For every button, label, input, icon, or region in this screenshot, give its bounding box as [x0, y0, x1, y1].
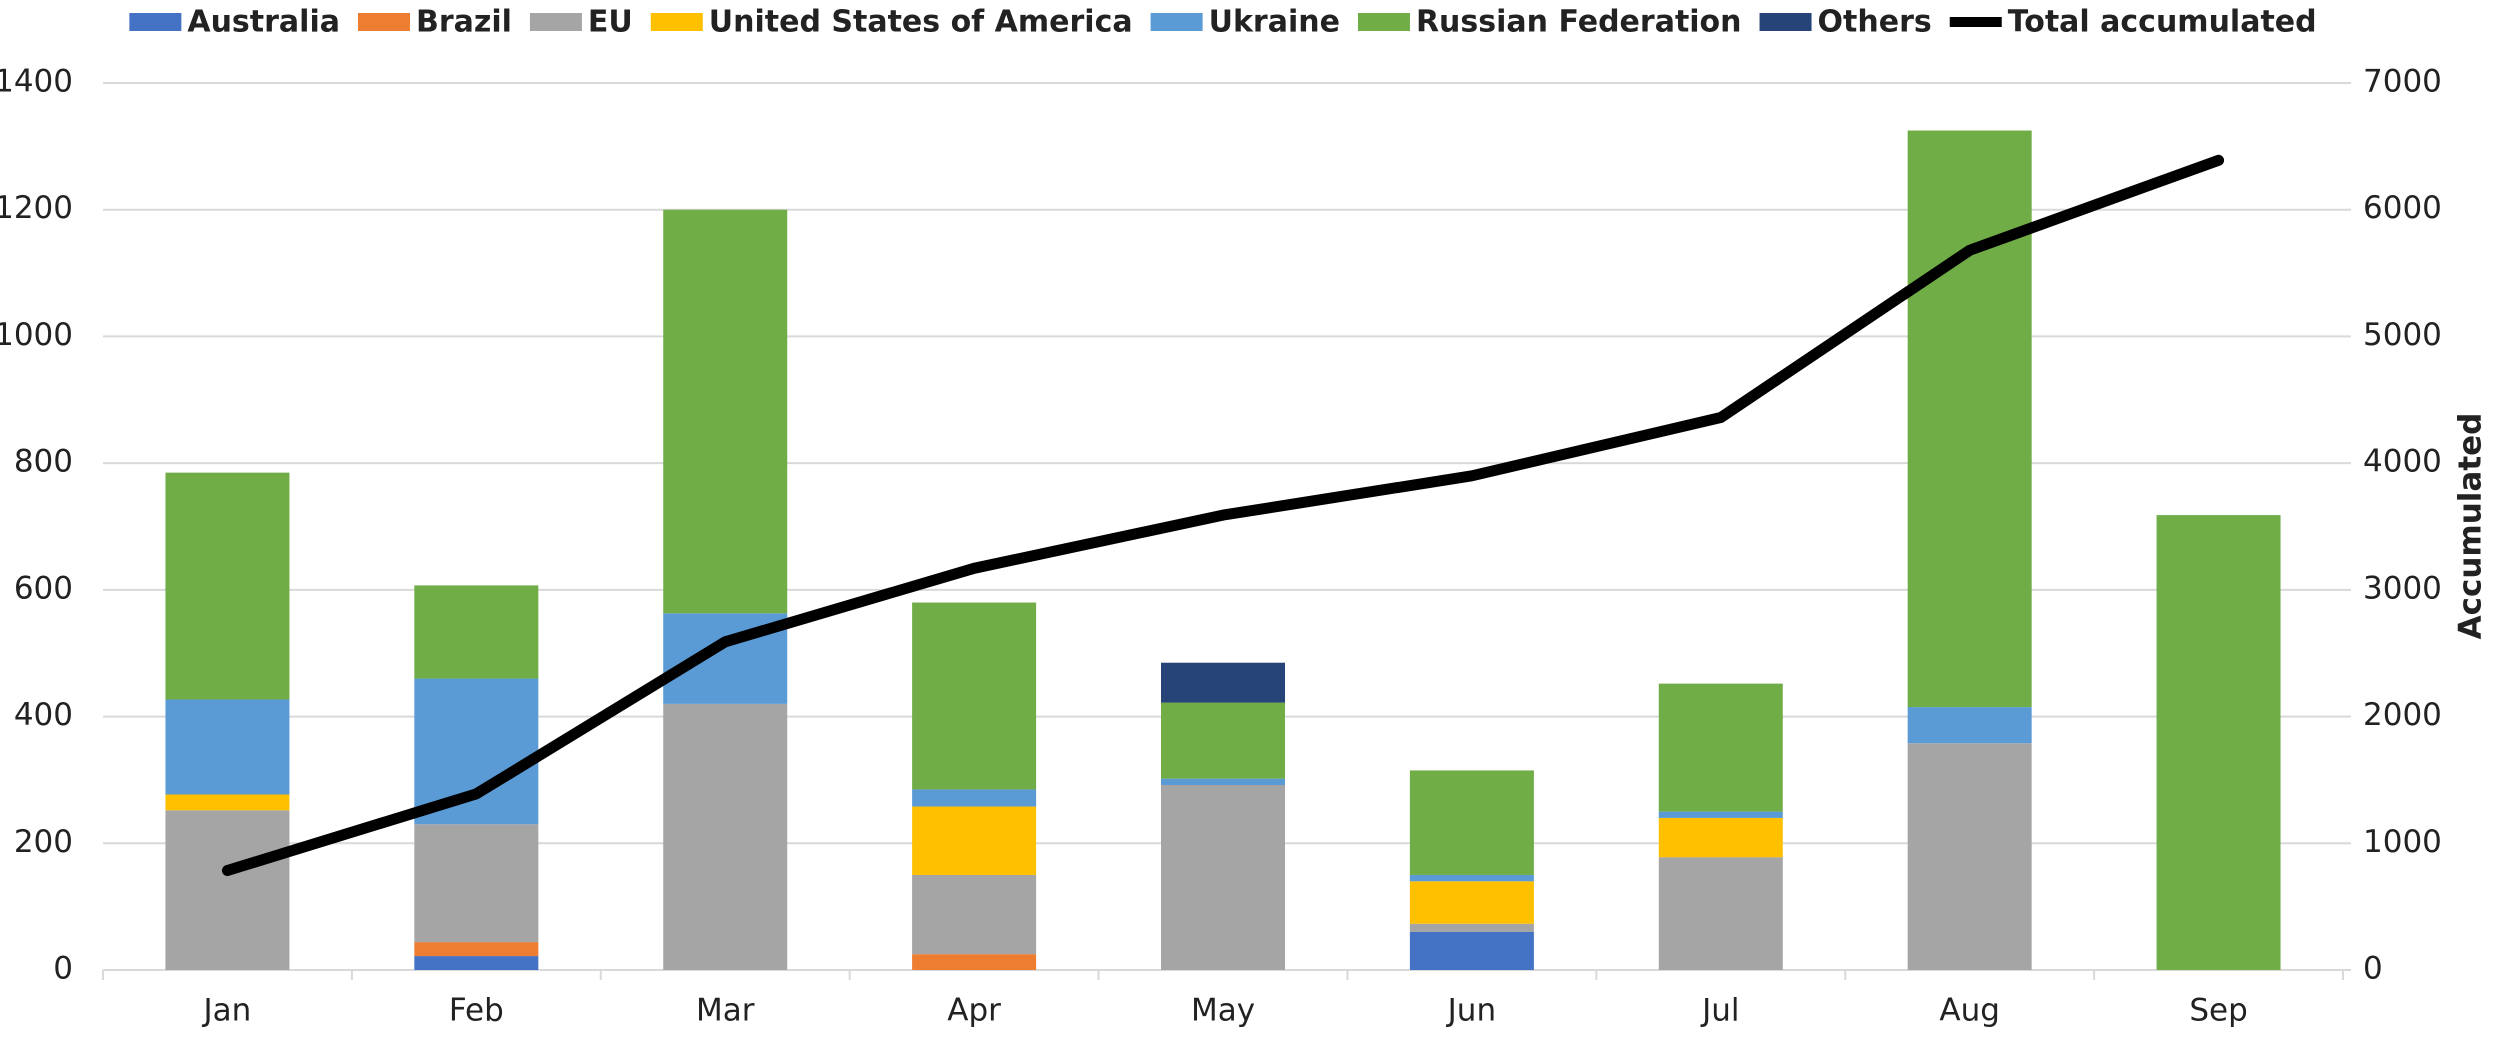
y-tick-label: 800	[14, 444, 73, 480]
bar-segment	[663, 703, 788, 970]
x-tick-label: Jul	[1700, 993, 1739, 1029]
legend-swatch	[1150, 13, 1203, 31]
legend-label: Russian Federation	[1416, 5, 1742, 40]
legend-swatch	[129, 13, 182, 31]
bar-segment	[165, 794, 290, 811]
legend-label: Australia	[187, 5, 340, 40]
legend-label: Others	[1818, 5, 1932, 40]
bar-segment	[912, 789, 1037, 807]
x-tick-label: Sep	[2189, 993, 2247, 1029]
legend-label: Ukraine	[1209, 5, 1340, 40]
bar-segment	[2156, 515, 2281, 970]
bar-segment	[414, 678, 539, 825]
bar-segment	[1907, 130, 2032, 708]
bar-segment	[1409, 931, 1534, 970]
x-tick-label: May	[1191, 993, 1255, 1029]
y2-axis-label: Accumulated	[2453, 413, 2489, 640]
legend-swatch	[1357, 13, 1410, 31]
bar-segment	[912, 874, 1037, 955]
legend-label: Brazil	[416, 5, 512, 40]
y-tick-label: 1200	[0, 190, 73, 226]
bar-segment	[663, 209, 788, 614]
x-tick-label: Mar	[696, 993, 755, 1029]
bar-segment	[912, 806, 1037, 875]
bar-segment	[1658, 811, 1783, 818]
bar-segment	[912, 602, 1037, 790]
legend-swatch	[529, 13, 582, 31]
bar-segment	[1658, 857, 1783, 970]
y2-tick-label: 5000	[2363, 317, 2442, 353]
y-tick-label: 600	[14, 570, 73, 606]
bar-segment	[1409, 923, 1534, 932]
bar-segment	[1658, 683, 1783, 812]
x-tick-label: Jan	[202, 993, 252, 1029]
bar-segment	[1907, 707, 2032, 744]
y2-tick-label: 6000	[2363, 190, 2442, 226]
y-tick-label: 200	[14, 824, 73, 860]
y-tick-label: 1400	[0, 64, 73, 100]
bar-segment	[1161, 702, 1285, 779]
y2-tick-label: 1000	[2363, 824, 2442, 860]
legend-swatch	[650, 13, 703, 31]
bar-segment	[1161, 784, 1285, 970]
y-tick-label: 0	[53, 951, 73, 987]
x-tick-label: Jun	[1446, 993, 1496, 1029]
bar-segment	[165, 472, 290, 700]
y2-tick-label: 4000	[2363, 444, 2442, 480]
y2-tick-label: 3000	[2363, 570, 2442, 606]
x-tick-label: Aug	[1939, 993, 2000, 1029]
bar-segment	[1161, 662, 1285, 703]
bar-segment	[165, 699, 290, 795]
bar-segment	[1161, 778, 1285, 785]
legend-label: EU	[588, 5, 633, 40]
bar-segment	[165, 810, 290, 970]
legend-swatch	[1759, 13, 1812, 31]
legend-label: United States of America	[709, 5, 1133, 40]
bar-segment	[1409, 881, 1534, 924]
x-tick-label: Feb	[449, 993, 504, 1029]
legend-swatch	[357, 13, 410, 31]
line	[221, 154, 2225, 877]
bar-segment	[1409, 874, 1534, 882]
bar-segment	[912, 954, 1037, 970]
bar-segment	[414, 956, 539, 970]
bar-segment	[1907, 743, 2032, 970]
y2-tick-label: 0	[2363, 951, 2383, 987]
legend-label: Total accumulated	[2008, 5, 2317, 40]
y-tick-label: 400	[14, 697, 73, 733]
x-tick-label: Apr	[947, 993, 1001, 1029]
y-tick-label: 1000	[0, 317, 73, 353]
bar-segment	[414, 585, 539, 679]
y2-tick-label: 7000	[2363, 64, 2442, 100]
y2-tick-label: 2000	[2363, 697, 2442, 733]
bar-segment	[414, 942, 539, 957]
bar-segment	[1658, 817, 1783, 858]
bar-segment	[1409, 770, 1534, 875]
bar-segment	[414, 824, 539, 943]
